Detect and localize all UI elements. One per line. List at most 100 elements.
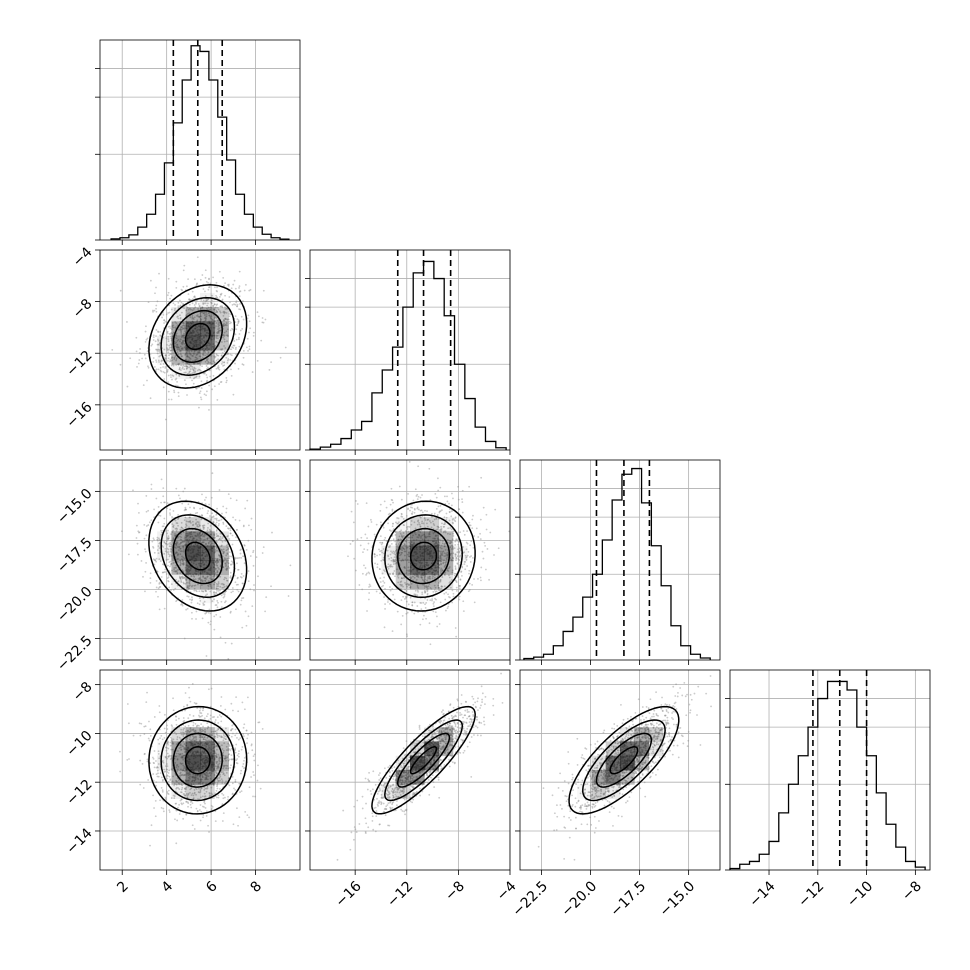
sample-point [183, 765, 186, 768]
sample-point [188, 363, 191, 366]
sample-point [218, 383, 221, 385]
sample-point [186, 313, 189, 315]
sample-point [235, 529, 238, 531]
sample-point [367, 525, 370, 528]
sample-point [189, 353, 192, 356]
sample-point [405, 583, 407, 586]
sample-point [166, 370, 169, 372]
sample-point [224, 308, 227, 310]
sample-point [186, 796, 189, 799]
sample-point [428, 533, 431, 536]
sample-point [441, 570, 444, 572]
sample-point [434, 580, 437, 583]
sample-point [182, 269, 185, 272]
sample-point [216, 785, 218, 788]
sample-point [202, 575, 204, 578]
sample-point [175, 723, 178, 726]
sample-point [414, 533, 417, 536]
sample-point [401, 515, 404, 518]
sample-point [366, 537, 368, 540]
sample-point [181, 604, 184, 607]
sample-point [201, 773, 203, 776]
sample-point [200, 579, 203, 581]
sample-point [144, 357, 147, 360]
sample-point [217, 330, 220, 333]
sample-point [184, 347, 187, 349]
sample-point [169, 333, 172, 335]
sample-point [202, 352, 205, 354]
sample-point [126, 385, 129, 388]
sample-point [390, 559, 393, 562]
sample-point [198, 305, 201, 307]
sample-point [186, 729, 189, 732]
sample-point [471, 557, 474, 559]
sample-point [448, 566, 451, 568]
sample-point [391, 630, 394, 633]
sample-point [209, 375, 211, 378]
sample-point [183, 748, 186, 751]
sample-point [237, 322, 240, 325]
sample-point [215, 587, 218, 590]
sample-point [164, 418, 167, 421]
sample-point [205, 365, 208, 367]
sample-point [204, 594, 207, 597]
sample-point [446, 569, 449, 572]
sample-point [166, 543, 169, 546]
sample-point [199, 791, 202, 793]
sample-point [181, 773, 184, 776]
sample-point [228, 320, 231, 323]
sample-point [414, 527, 417, 530]
sample-point [221, 540, 224, 543]
sample-point [238, 750, 240, 753]
sample-point [406, 582, 409, 585]
sample-point [184, 794, 186, 797]
sample-point [181, 784, 184, 787]
sample-point [397, 573, 400, 576]
sample-point [416, 584, 419, 587]
sample-point [448, 576, 451, 579]
sample-point [182, 769, 185, 772]
sample-point [367, 542, 370, 545]
sample-point [182, 576, 185, 579]
sample-point [406, 553, 409, 556]
sample-point [155, 368, 158, 371]
sample-point [193, 739, 195, 742]
sample-point [417, 530, 420, 533]
sample-point [416, 605, 419, 607]
sample-point [229, 766, 232, 769]
sample-point [196, 315, 199, 318]
sample-point [205, 299, 208, 302]
sample-point [235, 759, 238, 762]
sample-point [210, 302, 213, 304]
sample-point [155, 557, 158, 560]
sample-point [185, 365, 188, 368]
sample-point [459, 549, 462, 552]
sample-point [202, 541, 204, 544]
sample-point [177, 305, 180, 308]
sample-point [382, 558, 385, 561]
sample-point [393, 598, 396, 601]
sample-point [432, 575, 434, 578]
sample-point [467, 590, 470, 593]
sample-point [226, 553, 229, 556]
sample-point [485, 568, 487, 571]
sample-point [439, 555, 441, 558]
sample-point [175, 543, 177, 546]
sample-point [183, 793, 186, 796]
sample-point [247, 580, 250, 583]
sample-point [189, 316, 192, 319]
sample-point [366, 610, 368, 612]
sample-point [180, 342, 183, 345]
sample-point [404, 545, 407, 547]
sample-point [228, 748, 231, 751]
sample-point [242, 364, 245, 366]
sample-point [214, 523, 217, 526]
sample-point [207, 584, 209, 587]
sample-point [370, 518, 372, 521]
sample-point [250, 743, 253, 746]
sample-point [230, 564, 232, 566]
sample-point [173, 546, 176, 549]
sample-point [156, 343, 159, 346]
sample-point [207, 351, 210, 354]
sample-point [182, 764, 185, 767]
